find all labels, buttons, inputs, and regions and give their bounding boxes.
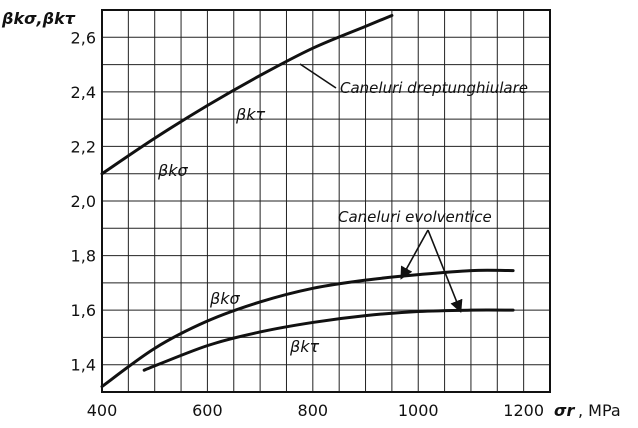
series-evol-sigma-line — [100, 268, 515, 389]
x-tick-label: 400 — [87, 401, 118, 420]
y-tick-label: 2,6 — [71, 28, 96, 47]
plot-border — [101, 9, 551, 393]
series-drept-line — [100, 13, 394, 176]
y-tick-label: 1,8 — [71, 247, 96, 266]
annotation-evol-text: Caneluri evolventice — [338, 208, 492, 226]
x-tick-label: 1200 — [503, 401, 544, 420]
x-tick-label: 800 — [298, 401, 329, 420]
label-evol-sigma: βkσ — [209, 289, 240, 308]
annotation-drept: Caneluri dreptunghiulare — [299, 63, 528, 97]
y-tick-label: 1,4 — [71, 356, 96, 375]
x-axis-unit: , MPa — [578, 401, 621, 420]
x-tick-label: 1000 — [398, 401, 439, 420]
label-drept-sigma: βkσ — [157, 161, 188, 180]
plot-frame — [101, 9, 551, 393]
annotation-evol: Caneluri evolventice — [338, 208, 492, 313]
y-tick-label: 1,6 — [71, 301, 96, 320]
y-axis-label: βkσ,βkτ — [1, 9, 76, 28]
annotation-drept-text: Caneluri dreptunghiulare — [340, 79, 528, 97]
y-tick-label: 2,2 — [71, 137, 96, 156]
label-drept-tau: βkτ — [235, 105, 265, 124]
x-axis-symbol: σr — [554, 401, 575, 420]
series-evol-tau-line — [142, 308, 515, 372]
y-tick-label: 2,0 — [71, 192, 96, 211]
label-evol-tau: βkτ — [289, 337, 319, 356]
x-tick-label: 600 — [192, 401, 223, 420]
y-tick-label: 2,4 — [71, 83, 96, 102]
series-lines — [100, 13, 515, 389]
grid — [101, 9, 551, 393]
tick-labels: 400 600 800 1000 1200 1,4 1,6 1,8 2,0 2,2 2,4 2,6 — [71, 28, 544, 420]
